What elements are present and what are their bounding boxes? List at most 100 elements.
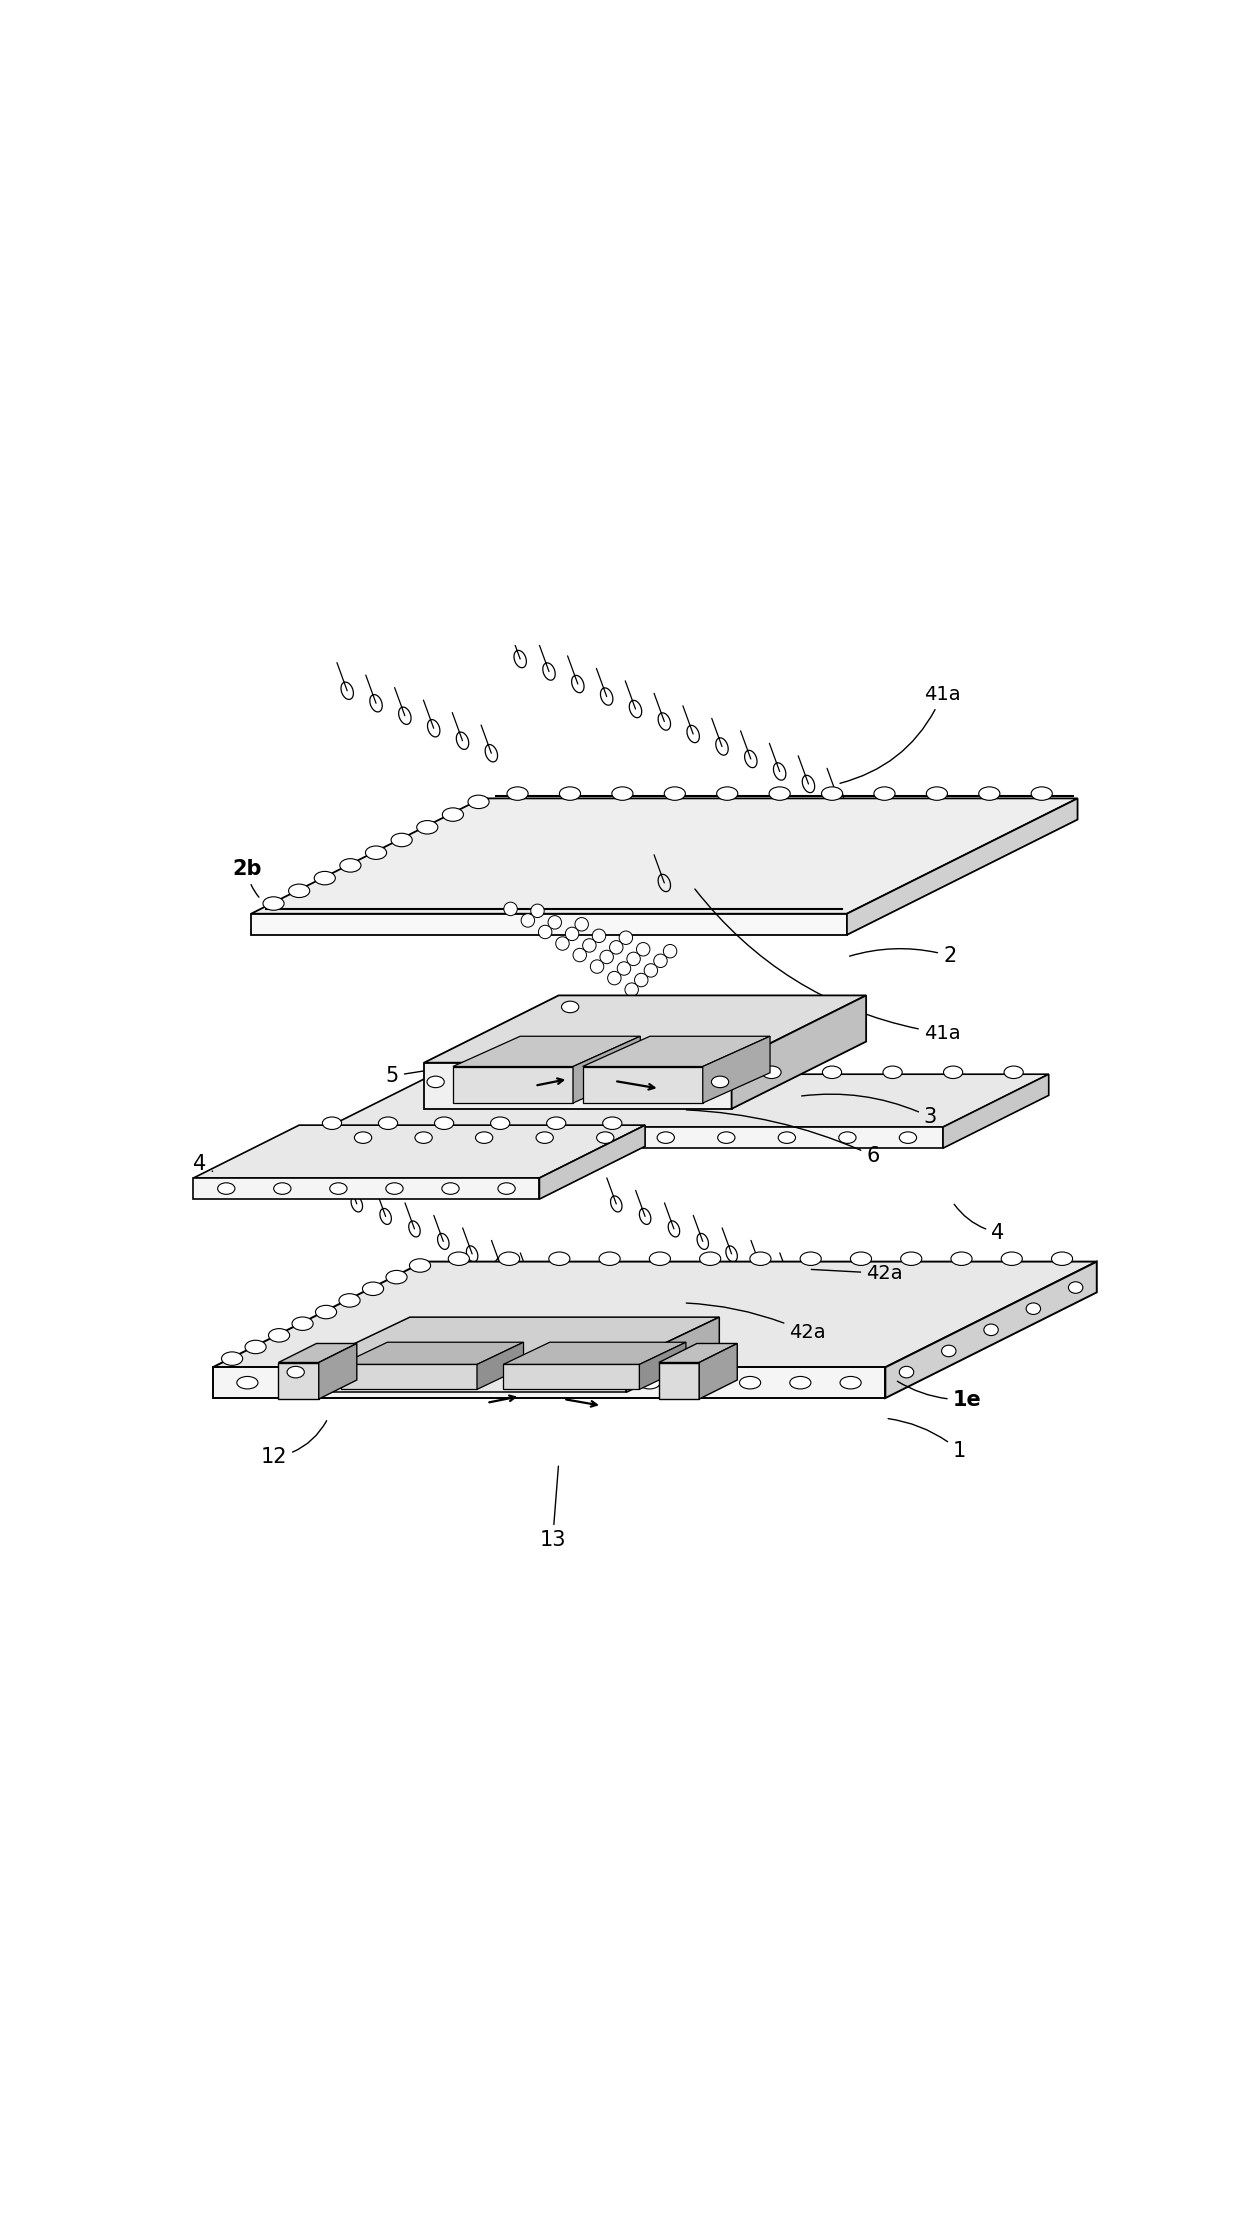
Ellipse shape [538, 1377, 559, 1388]
Ellipse shape [547, 1116, 565, 1130]
Ellipse shape [650, 1252, 671, 1266]
Circle shape [573, 949, 587, 962]
Ellipse shape [790, 1377, 811, 1388]
Ellipse shape [718, 1132, 735, 1143]
Polygon shape [453, 1036, 640, 1067]
Circle shape [653, 954, 667, 967]
Text: 13: 13 [539, 1466, 565, 1551]
Ellipse shape [599, 1252, 620, 1266]
Polygon shape [327, 1127, 944, 1147]
Ellipse shape [1032, 786, 1053, 800]
Circle shape [600, 949, 614, 965]
Text: 1e: 1e [898, 1381, 981, 1410]
Polygon shape [699, 1343, 738, 1399]
Ellipse shape [883, 1065, 903, 1078]
Polygon shape [279, 1343, 357, 1364]
Polygon shape [503, 1341, 686, 1364]
Ellipse shape [941, 1346, 956, 1357]
Ellipse shape [589, 1377, 610, 1388]
Polygon shape [341, 1341, 523, 1364]
Ellipse shape [779, 1132, 796, 1143]
Circle shape [619, 931, 632, 945]
Ellipse shape [237, 1377, 258, 1388]
Ellipse shape [689, 1377, 711, 1388]
Polygon shape [503, 1364, 640, 1390]
Ellipse shape [322, 1116, 341, 1130]
Ellipse shape [491, 1116, 510, 1130]
Ellipse shape [1052, 1252, 1073, 1266]
Ellipse shape [536, 1132, 553, 1143]
Ellipse shape [355, 1132, 372, 1143]
Ellipse shape [443, 809, 464, 822]
Ellipse shape [761, 1065, 781, 1078]
Circle shape [590, 960, 604, 974]
Ellipse shape [475, 1132, 492, 1143]
Polygon shape [847, 798, 1078, 936]
Ellipse shape [366, 847, 387, 860]
Ellipse shape [362, 1281, 383, 1294]
Polygon shape [453, 1067, 573, 1103]
Ellipse shape [417, 820, 438, 833]
Ellipse shape [467, 795, 489, 809]
Ellipse shape [337, 1377, 358, 1388]
Ellipse shape [340, 858, 361, 871]
Ellipse shape [507, 786, 528, 800]
Polygon shape [279, 1364, 319, 1399]
Ellipse shape [800, 1252, 821, 1266]
Circle shape [618, 962, 631, 976]
Circle shape [627, 951, 640, 965]
Ellipse shape [386, 1270, 407, 1283]
Circle shape [521, 913, 534, 927]
Circle shape [644, 965, 657, 978]
Ellipse shape [665, 786, 686, 800]
Ellipse shape [899, 1366, 914, 1377]
Ellipse shape [415, 1132, 433, 1143]
Circle shape [556, 936, 569, 949]
Text: 42a: 42a [811, 1263, 903, 1283]
Ellipse shape [315, 1306, 336, 1319]
Circle shape [635, 974, 649, 987]
Ellipse shape [562, 1000, 579, 1014]
Circle shape [593, 929, 605, 942]
Polygon shape [583, 1067, 703, 1103]
Ellipse shape [520, 1065, 539, 1078]
Ellipse shape [559, 786, 580, 800]
Ellipse shape [750, 1252, 771, 1266]
Ellipse shape [378, 1116, 398, 1130]
Ellipse shape [386, 1183, 403, 1194]
Ellipse shape [286, 1366, 304, 1377]
Circle shape [503, 902, 517, 916]
Polygon shape [583, 1036, 770, 1067]
Ellipse shape [838, 1132, 856, 1143]
Polygon shape [477, 1341, 523, 1390]
Circle shape [565, 927, 579, 940]
Polygon shape [944, 1074, 1049, 1147]
Ellipse shape [441, 1183, 459, 1194]
Text: 3: 3 [801, 1094, 937, 1127]
Ellipse shape [498, 1183, 515, 1194]
Ellipse shape [874, 786, 895, 800]
Ellipse shape [822, 1065, 842, 1078]
Circle shape [663, 945, 677, 958]
Ellipse shape [717, 786, 738, 800]
Ellipse shape [1069, 1281, 1083, 1292]
Ellipse shape [1004, 1065, 1023, 1078]
Ellipse shape [489, 1377, 510, 1388]
Circle shape [625, 983, 639, 996]
Text: 42a: 42a [686, 1303, 826, 1343]
Ellipse shape [427, 1076, 444, 1087]
Ellipse shape [739, 1377, 760, 1388]
Ellipse shape [821, 786, 843, 800]
Polygon shape [319, 1343, 357, 1399]
Circle shape [548, 916, 562, 929]
Polygon shape [658, 1343, 738, 1364]
Ellipse shape [699, 1252, 720, 1266]
Ellipse shape [712, 1076, 729, 1087]
Polygon shape [250, 913, 847, 936]
Polygon shape [658, 1364, 699, 1399]
Ellipse shape [839, 1377, 862, 1388]
Polygon shape [885, 1261, 1096, 1397]
Ellipse shape [263, 898, 284, 911]
Ellipse shape [702, 1065, 720, 1078]
Polygon shape [573, 1036, 640, 1103]
